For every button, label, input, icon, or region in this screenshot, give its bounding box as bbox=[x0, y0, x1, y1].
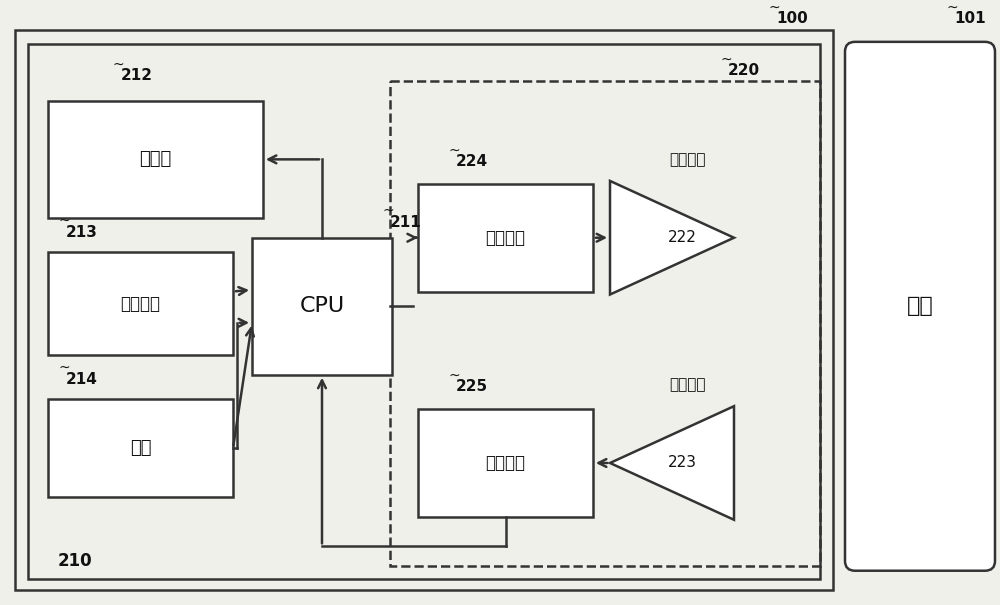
Text: 214: 214 bbox=[66, 371, 98, 387]
Bar bbox=[418, 184, 593, 292]
Text: 101: 101 bbox=[954, 11, 986, 26]
Text: 212: 212 bbox=[121, 68, 153, 83]
Text: 接收天线: 接收天线 bbox=[669, 377, 705, 392]
Text: 100: 100 bbox=[776, 11, 808, 26]
Text: CPU: CPU bbox=[299, 296, 345, 316]
Text: 相机: 相机 bbox=[130, 439, 151, 457]
Bar bbox=[48, 252, 233, 355]
Text: 213: 213 bbox=[66, 224, 98, 240]
FancyBboxPatch shape bbox=[845, 42, 995, 571]
Polygon shape bbox=[610, 406, 734, 520]
Text: ~: ~ bbox=[768, 1, 780, 15]
Text: 225: 225 bbox=[456, 379, 488, 394]
Text: 220: 220 bbox=[728, 63, 760, 78]
Text: ~: ~ bbox=[58, 214, 70, 228]
Text: ~: ~ bbox=[382, 204, 394, 218]
Bar bbox=[252, 238, 392, 375]
Text: 发送天线: 发送天线 bbox=[669, 152, 705, 167]
Text: ~: ~ bbox=[448, 143, 460, 157]
Bar bbox=[390, 81, 820, 566]
Text: 加速度计: 加速度计 bbox=[120, 295, 160, 313]
Text: 接收器块: 接收器块 bbox=[486, 454, 526, 472]
Text: ~: ~ bbox=[113, 57, 125, 71]
Bar bbox=[15, 30, 833, 590]
Bar bbox=[418, 409, 593, 517]
Text: 发送器块: 发送器块 bbox=[486, 229, 526, 247]
Bar bbox=[48, 100, 263, 218]
Text: 223: 223 bbox=[668, 456, 696, 471]
Bar bbox=[28, 44, 820, 578]
Text: ~: ~ bbox=[58, 361, 70, 375]
Bar bbox=[48, 399, 233, 497]
Text: ~: ~ bbox=[448, 368, 460, 383]
Text: 210: 210 bbox=[58, 552, 93, 570]
Text: 显示器: 显示器 bbox=[139, 151, 172, 168]
Text: 身体: 身体 bbox=[907, 296, 933, 316]
Text: 222: 222 bbox=[668, 231, 696, 245]
Polygon shape bbox=[610, 181, 734, 295]
Text: 211: 211 bbox=[390, 215, 422, 230]
Text: ~: ~ bbox=[946, 1, 958, 15]
Text: 224: 224 bbox=[456, 154, 488, 169]
Text: ~: ~ bbox=[720, 52, 732, 67]
